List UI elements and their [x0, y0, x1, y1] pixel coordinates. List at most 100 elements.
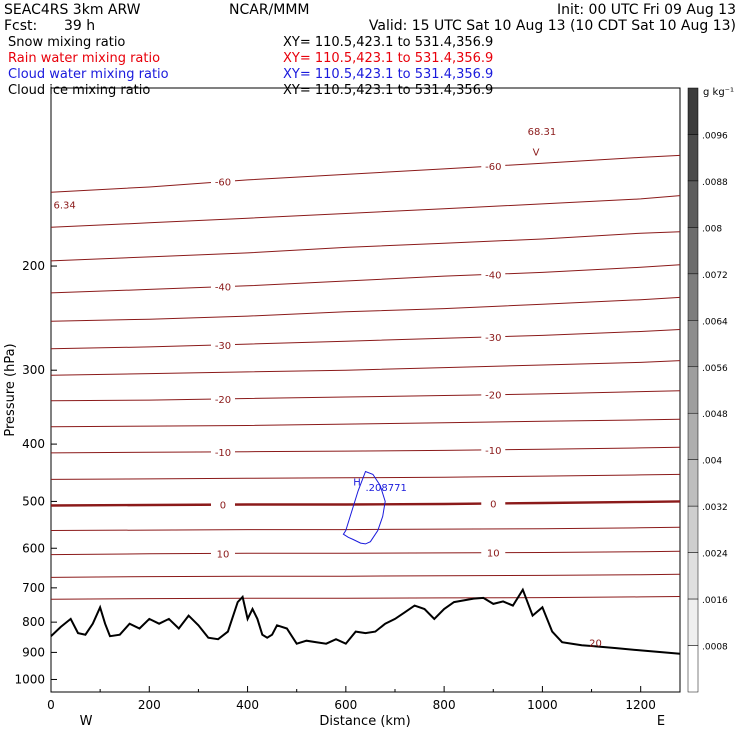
isotherm-layer: -60 -60 -40 -40 -30 -30 -20 -20 -10 -10 0 0 10 10	[50, 154, 681, 600]
west-end-label: W	[80, 714, 93, 729]
isotherm-label: -10	[215, 448, 231, 459]
colorbar-label: .0032	[702, 503, 728, 513]
isotherm-line	[50, 473, 681, 480]
colorbar-band	[687, 505, 699, 553]
chart-annotation: H	[353, 478, 361, 489]
isotherm-label-mask	[210, 175, 235, 187]
isotherm-label: -20	[485, 391, 501, 402]
colorbar-label: .0016	[702, 596, 728, 606]
isotherm-line	[50, 500, 681, 507]
field-label: Cloud ice mixing ratio	[8, 83, 150, 98]
isotherm-label-mask	[481, 388, 506, 400]
y-axis-label: Pressure (hPa)	[3, 343, 18, 436]
terrain-layer	[50, 587, 681, 655]
colorbar-band	[687, 134, 699, 182]
plot-frame	[50, 87, 681, 693]
x-tick-label: 600	[334, 698, 357, 712]
isotherm-label: -60	[215, 178, 231, 189]
isotherm-line	[50, 418, 681, 428]
isotherm-label: -30	[215, 341, 231, 352]
x-axis-label: Distance (km)	[319, 714, 410, 729]
isotherm-label-mask	[210, 498, 235, 510]
isotherm-line	[50, 526, 681, 531]
colorbar-band	[687, 273, 699, 321]
colorbar-band	[687, 459, 699, 507]
isotherm-label-mask	[210, 338, 235, 350]
colorbar-band	[687, 227, 699, 275]
isotherm-label: -30	[485, 333, 501, 344]
x-tick-label: 400	[236, 698, 259, 712]
colorbar-band	[687, 320, 699, 368]
colorbar-label: .0096	[702, 131, 728, 141]
header-valid: Valid: 15 UTC Sat 10 Aug 13 (10 CDT Sat …	[369, 18, 736, 34]
colorbar-band	[687, 645, 699, 693]
isotherm-label-mask	[481, 330, 506, 342]
y-tick-label: 700	[22, 581, 45, 595]
chart-annotation: 6.34	[53, 201, 75, 212]
colorbar-band	[687, 552, 699, 600]
y-tick-label: 900	[22, 645, 45, 659]
colorbar-label: .0088	[702, 178, 728, 188]
isotherm-line	[50, 550, 681, 556]
field-xy: XY= 110.5,423.1 to 531.4,356.9	[283, 35, 493, 50]
colorbar-label: .0008	[702, 643, 728, 653]
isotherm-line	[50, 154, 681, 193]
y-tick-label: 1000	[14, 672, 45, 686]
isotherm-label: 10	[217, 549, 230, 560]
header-org: NCAR/MMM	[229, 2, 310, 18]
isotherm-line	[50, 296, 681, 322]
cloud-water-layer	[342, 470, 386, 545]
y-tick-label: 200	[22, 259, 45, 273]
isotherm-label: -60	[485, 162, 501, 173]
x-tick-label: 1200	[625, 698, 656, 712]
isotherm-line	[50, 264, 681, 294]
colorbar-band	[687, 412, 699, 460]
y-tick-label: 600	[22, 541, 45, 555]
colorbar-band	[687, 598, 699, 646]
field-xy: XY= 110.5,423.1 to 531.4,356.9	[283, 51, 493, 66]
isotherm-line	[50, 596, 681, 600]
axes-layer: 0 200 400 600 800 1000 12002003004005006007008…	[14, 259, 656, 712]
colorbar-label: .0048	[702, 410, 728, 420]
isotherm-label-mask	[481, 160, 506, 172]
colorbar-unit: g kg⁻¹	[703, 87, 734, 98]
colorbar-label: .0064	[702, 317, 728, 327]
colorbar-band	[687, 180, 699, 228]
field-label: Cloud water mixing ratio	[8, 67, 169, 82]
isotherm-label: -20	[215, 395, 231, 406]
isotherm-line	[50, 573, 681, 578]
y-tick-label: 500	[22, 494, 45, 508]
annotation-layer: 6.34 H .208771 68.31 V 20	[53, 127, 601, 650]
isotherm-label: -10	[485, 446, 501, 457]
isotherm-label-mask	[481, 268, 506, 280]
terrain-line	[50, 587, 681, 655]
isotherm-label-mask	[210, 547, 235, 559]
chart-annotation: 20	[589, 639, 602, 650]
isotherm-line	[50, 195, 681, 228]
isotherm-label-mask	[210, 445, 235, 457]
isotherm-line	[50, 446, 681, 454]
field-xy: XY= 110.5,423.1 to 531.4,356.9	[283, 67, 493, 82]
field-list: Snow mixing ratio XY= 110.5,423.1 to 531.…	[8, 35, 493, 98]
chart-annotation: V	[533, 147, 540, 158]
colorbar-label: .0024	[702, 550, 728, 560]
colorbar-band	[687, 87, 699, 135]
colorbar-label: .0056	[702, 364, 728, 374]
x-tick-label: 200	[138, 698, 161, 712]
isotherm-line	[50, 231, 681, 262]
colorbar-band	[687, 366, 699, 414]
header-fcst-value: 39 h	[64, 18, 95, 34]
field-xy: XY= 110.5,423.1 to 531.4,356.9	[283, 83, 493, 98]
header-fcst-label: Fcst:	[4, 18, 37, 34]
cloud-water-contour	[342, 470, 386, 545]
isotherm-label: -40	[485, 270, 501, 281]
y-tick-label: 800	[22, 615, 45, 629]
colorbar: .0096 .0088 .008 .0072 .0064 .0056 .0048 .004 .0…	[687, 87, 728, 693]
isotherm-label-mask	[481, 546, 506, 558]
isotherm-line	[50, 360, 681, 376]
field-label: Snow mixing ratio	[8, 35, 125, 50]
colorbar-label: .008	[702, 224, 722, 234]
y-tick-label: 400	[22, 437, 45, 451]
